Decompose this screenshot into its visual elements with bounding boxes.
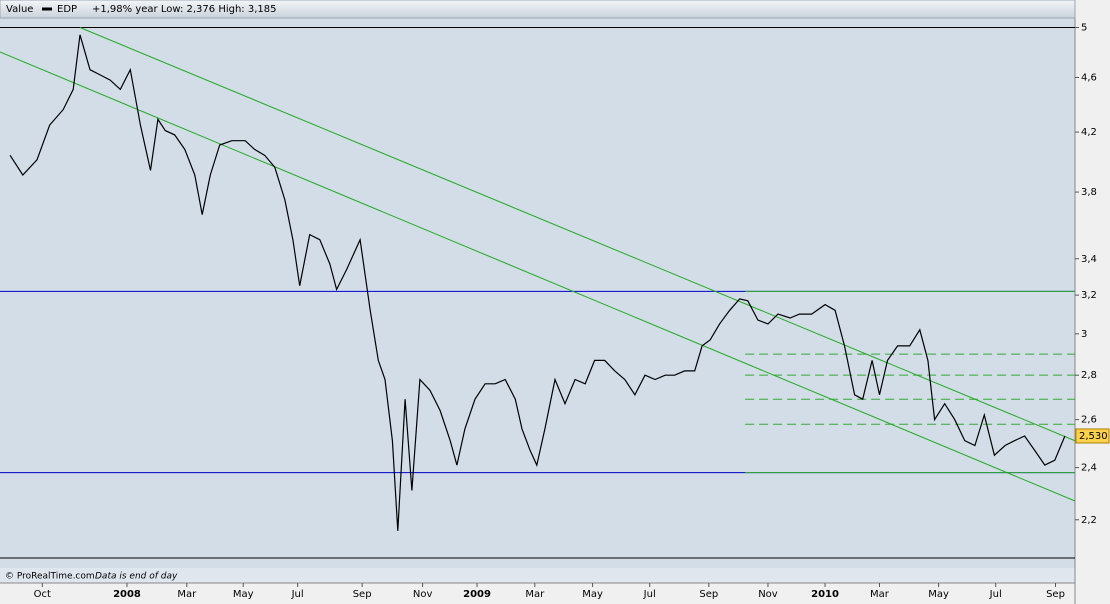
- x-tick-label: Mar: [177, 589, 197, 600]
- last-value-box: [1075, 428, 1110, 444]
- legend-label: EDP: [57, 4, 77, 15]
- y-tick-label: 3: [1081, 329, 1087, 340]
- last-value-label: 2,530: [1079, 431, 1108, 442]
- trend-line: [0, 51, 1076, 502]
- y-tick-label: 4,6: [1081, 73, 1097, 84]
- x-tick-label: Jul: [643, 589, 656, 600]
- x-tick-label: May: [233, 589, 254, 600]
- x-tick-label: Oct: [34, 589, 51, 600]
- x-tick-label: May: [928, 589, 949, 600]
- x-tick-label: Mar: [525, 589, 545, 600]
- footer-strip: [0, 568, 1075, 583]
- y-tick-label: 2,4: [1081, 463, 1097, 474]
- y-tick-label: 2,6: [1081, 415, 1097, 426]
- x-tick-label: Nov: [413, 589, 433, 600]
- x-tick-label: Jul: [291, 589, 304, 600]
- x-tick-label: 2010: [811, 589, 839, 600]
- x-tick-label: Sep: [1046, 589, 1065, 600]
- header-bar: [0, 0, 1076, 19]
- footer-note: Data is end of day: [95, 572, 178, 582]
- x-tick-label: 2008: [113, 589, 141, 600]
- y-axis-area: [1075, 0, 1110, 604]
- plot-area: [0, 18, 1075, 568]
- y-tick-label: 5: [1081, 23, 1087, 34]
- y-tick-label: 4,2: [1081, 127, 1097, 138]
- y-tick-label: 3,8: [1081, 187, 1097, 198]
- trend-line: [79, 27, 1076, 442]
- footer-source: © ProRealTime.com: [5, 572, 95, 582]
- y-tick-label: 2,2: [1081, 515, 1097, 526]
- x-tick-label: 2009: [463, 589, 491, 600]
- header-stats: +1,98% year Low: 2,376 High: 3,185: [92, 4, 276, 15]
- header-label: Value: [6, 4, 33, 15]
- x-axis-area: [0, 583, 1110, 604]
- x-tick-label: Sep: [353, 589, 372, 600]
- x-tick-label: Jul: [989, 589, 1002, 600]
- y-tick-label: 3,2: [1081, 290, 1097, 301]
- x-tick-label: May: [582, 589, 603, 600]
- x-tick-label: Nov: [758, 589, 778, 600]
- price-line: [9, 34, 1066, 531]
- x-tick-label: Mar: [870, 589, 890, 600]
- y-tick-label: 2,8: [1081, 370, 1097, 381]
- x-tick-label: Sep: [699, 589, 718, 600]
- y-tick-label: 3,4: [1081, 254, 1097, 265]
